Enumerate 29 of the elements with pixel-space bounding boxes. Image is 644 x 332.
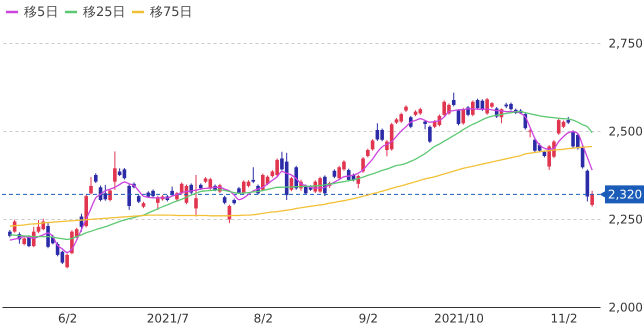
x-tick-label: 9/2 (358, 312, 378, 326)
candlestick (370, 138, 374, 152)
candlestick (452, 92, 456, 107)
ref-line-label: 2,320 (608, 187, 642, 202)
x-tick-label: 2021/10 (434, 312, 484, 326)
candlestick (108, 188, 112, 202)
legend-label: 移75日 (150, 5, 193, 20)
x-tick-label: 6/2 (58, 312, 78, 326)
legend-label: 移25日 (83, 5, 126, 20)
x-tick-label: 11/2 (550, 312, 578, 326)
x-tick-label: 8/2 (254, 312, 273, 326)
y-tick-label: 2,500 (608, 124, 643, 138)
y-tick-label: 2,250 (608, 212, 643, 226)
candlestick (461, 107, 466, 126)
legend-label: 移5日 (24, 5, 58, 20)
candlestick (428, 124, 432, 144)
candlestick (590, 190, 594, 208)
y-tick-label: 2,000 (608, 300, 643, 314)
candlestick (65, 252, 69, 269)
candlestick (290, 176, 294, 192)
candlestick (89, 176, 93, 195)
candlestick (194, 174, 198, 218)
candlestick (113, 150, 117, 190)
candlestick (94, 172, 98, 184)
candlestick (456, 108, 460, 126)
candlestick (361, 156, 365, 174)
y-tick-label: 2,750 (608, 36, 643, 50)
candlestick (423, 120, 427, 130)
x-tick-label: 2021/7 (146, 312, 189, 326)
